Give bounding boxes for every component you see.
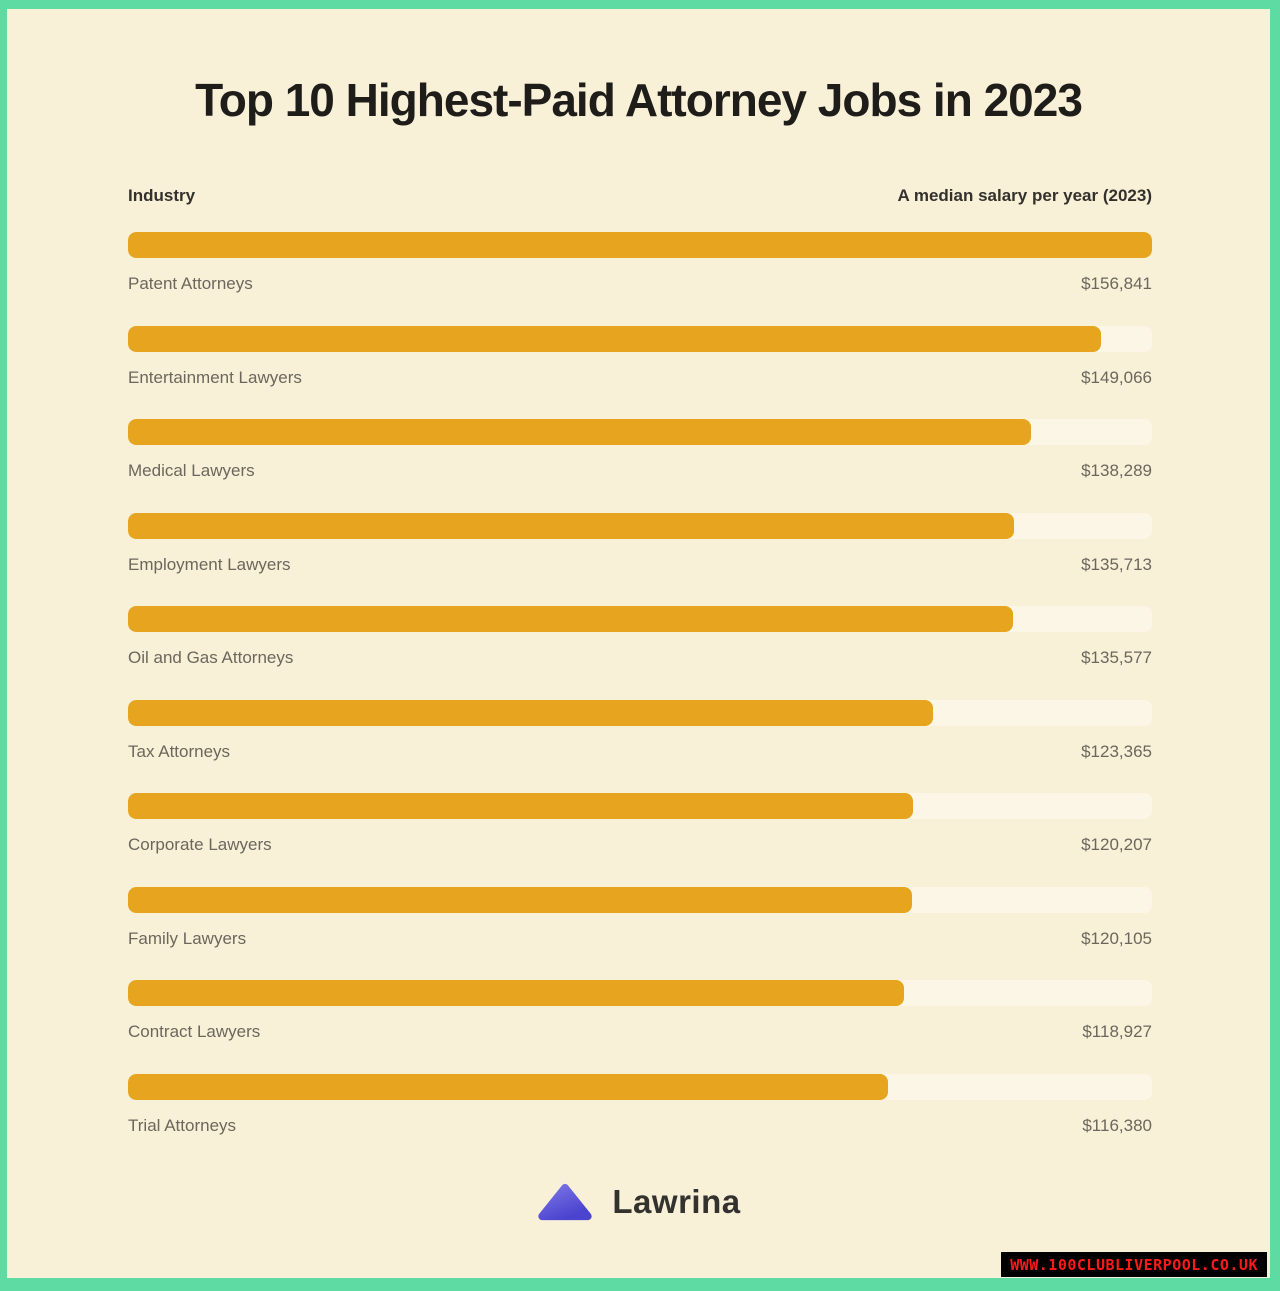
bar-row: Oil and Gas Attorneys $135,577 (128, 606, 1152, 668)
bar-label: Corporate Lawyers (128, 835, 272, 854)
bar-row: Family Lawyers $120,105 (128, 886, 1152, 949)
bar (128, 232, 1152, 258)
bar-row: Tax Attorneys $123,365 (128, 699, 1152, 762)
bar-value: $135,577 (1081, 648, 1152, 667)
lawrina-triangle-icon (538, 1183, 593, 1220)
watermark: WWW.100CLUBLIVERPOOL.CO.UK (1001, 1252, 1267, 1277)
bar-row-labels: Corporate Lawyers $120,207 (128, 834, 1152, 855)
bar-row-labels: Employment Lawyers $135,713 (128, 554, 1152, 575)
bar-value: $138,289 (1081, 461, 1152, 480)
bar-label: Oil and Gas Attorneys (128, 648, 294, 667)
bar-label: Tax Attorneys (128, 741, 231, 761)
bar-row-labels: Oil and Gas Attorneys $135,577 (128, 647, 1152, 668)
bar-label: Entertainment Lawyers (128, 367, 302, 387)
bar-label: Contract Lawyers (128, 1022, 261, 1041)
bar-label: Family Lawyers (128, 928, 247, 948)
bar-value: $123,365 (1081, 741, 1152, 761)
bar (128, 699, 934, 726)
bar-value: $156,841 (1081, 274, 1152, 293)
bar (128, 1073, 888, 1100)
bar-row-labels: Medical Lawyers $138,289 (128, 460, 1152, 481)
bar-label: Patent Attorneys (128, 274, 253, 293)
bar-row-labels: Patent Attorneys $156,841 (128, 273, 1152, 294)
bar-row: Employment Lawyers $135,713 (128, 512, 1152, 575)
bar-value: $149,066 (1081, 367, 1152, 387)
bar-track (128, 793, 1152, 819)
bar-rows: Patent Attorneys $156,841 Entertainment … (128, 232, 1152, 1136)
lawrina-logo: Lawrina (7, 1182, 1270, 1222)
bar (128, 793, 913, 819)
bar-value: $116,380 (1082, 1115, 1152, 1135)
bar-row: Contract Lawyers $118,927 (128, 980, 1152, 1042)
bar-label: Trial Attorneys (128, 1115, 237, 1135)
bar-track (128, 325, 1152, 352)
bar (128, 886, 913, 913)
bar (128, 606, 1014, 632)
bar-row: Medical Lawyers $138,289 (128, 419, 1152, 481)
bar-track (128, 512, 1152, 539)
bar-value: $120,105 (1081, 928, 1152, 948)
bar-track (128, 232, 1152, 258)
bar-row: Entertainment Lawyers $149,066 (128, 325, 1152, 388)
bar-row: Patent Attorneys $156,841 (128, 232, 1152, 294)
bar-row-labels: Entertainment Lawyers $149,066 (128, 367, 1152, 388)
bar-track (128, 886, 1152, 913)
bar-track (128, 699, 1152, 726)
bar (128, 980, 905, 1006)
column-header-industry: Industry (128, 186, 196, 205)
bar-row-labels: Tax Attorneys $123,365 (128, 741, 1152, 762)
bar-label: Employment Lawyers (128, 554, 291, 574)
bar-row-labels: Trial Attorneys $116,380 (128, 1115, 1152, 1136)
lawrina-logo-text: Lawrina (612, 1182, 741, 1220)
page-title: Top 10 Highest-Paid Attorney Jobs in 202… (195, 74, 1083, 126)
bar-track (128, 1073, 1152, 1100)
bar-row: Corporate Lawyers $120,207 (128, 793, 1152, 855)
infographic-canvas: Top 10 Highest-Paid Attorney Jobs in 202… (7, 9, 1270, 1278)
bar-label: Medical Lawyers (128, 461, 255, 480)
bar-track (128, 606, 1152, 632)
bar-value: $135,713 (1081, 554, 1152, 574)
bar-track (128, 980, 1152, 1006)
column-header-salary: A median salary per year (2023) (897, 186, 1152, 205)
column-headers: Industry A median salary per year (2023) (128, 185, 1152, 206)
bar (128, 512, 1015, 539)
bar-track (128, 419, 1152, 445)
bar (128, 419, 1031, 445)
bar-row: Trial Attorneys $116,380 (128, 1073, 1152, 1136)
bar (128, 325, 1102, 352)
bar-row-labels: Contract Lawyers $118,927 (128, 1021, 1152, 1042)
bar-row-labels: Family Lawyers $120,105 (128, 928, 1152, 949)
bar-value: $120,207 (1081, 835, 1152, 854)
bar-chart: Industry A median salary per year (2023)… (128, 185, 1152, 1136)
bar-value: $118,927 (1082, 1022, 1152, 1041)
